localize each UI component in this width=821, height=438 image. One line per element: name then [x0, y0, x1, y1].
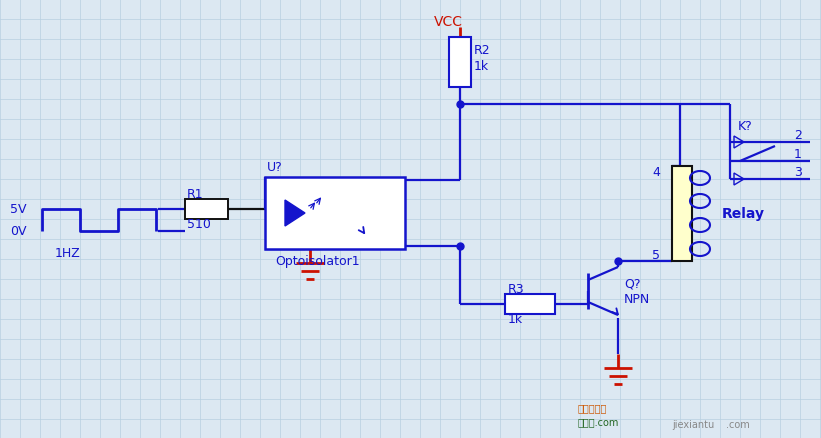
Text: 4: 4	[652, 166, 660, 179]
Text: 1k: 1k	[474, 60, 489, 72]
Text: VCC: VCC	[433, 15, 462, 29]
Bar	[449, 38, 471, 88]
Text: U?: U?	[267, 161, 282, 174]
Text: jiexiantu: jiexiantu	[672, 419, 714, 429]
Text: K?: K?	[738, 120, 753, 133]
Bar	[185, 200, 228, 219]
Text: 接线图.com: 接线图.com	[578, 416, 619, 426]
Text: R3: R3	[508, 283, 525, 296]
Text: 2: 2	[794, 129, 802, 142]
Text: 3: 3	[794, 166, 802, 179]
Text: Q?: Q?	[624, 277, 640, 290]
Text: 0V: 0V	[10, 225, 26, 238]
Text: 电子发烧友: 电子发烧友	[578, 402, 608, 412]
Text: .com: .com	[726, 419, 750, 429]
Polygon shape	[285, 201, 305, 226]
Text: NPN: NPN	[624, 293, 650, 306]
Text: 5: 5	[652, 249, 660, 262]
Text: 5V: 5V	[10, 203, 26, 216]
Text: R1: R1	[187, 188, 204, 201]
Bar	[505, 294, 555, 314]
Text: 1HZ: 1HZ	[55, 247, 80, 260]
Text: R2: R2	[474, 43, 491, 57]
Bar	[672, 166, 692, 261]
Text: Relay: Relay	[722, 207, 765, 220]
Text: 510: 510	[187, 218, 211, 231]
Text: Optoisolator1: Optoisolator1	[275, 255, 360, 268]
Text: 1k: 1k	[508, 313, 523, 326]
Text: 1: 1	[794, 148, 802, 161]
Bar	[265, 177, 405, 249]
